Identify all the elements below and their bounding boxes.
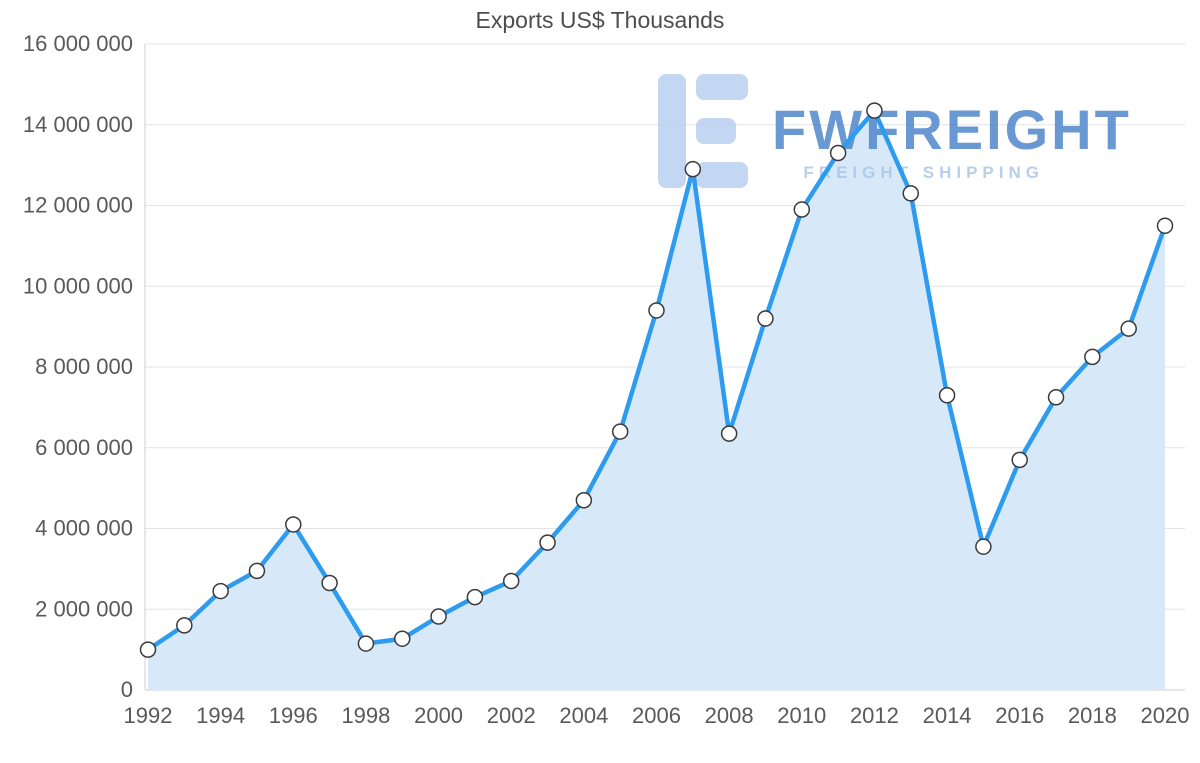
data-point	[866, 102, 883, 119]
data-point	[757, 310, 774, 327]
y-axis-tick-label: 16 000 000	[23, 31, 133, 56]
data-point	[502, 572, 520, 590]
y-axis-tick-label: 8 000 000	[35, 354, 133, 379]
watermark-brand-text: FWFREIGHT	[772, 98, 1132, 161]
data-point	[938, 387, 956, 404]
data-point	[793, 201, 811, 218]
x-axis-labels: 1992 1994 1996 1998 2000 2002 2004 2006 2008 2010…	[124, 703, 1190, 728]
x-axis-tick-label: 2002	[487, 703, 536, 728]
x-axis-tick-label: 2014	[923, 703, 972, 728]
x-axis-tick-label: 1994	[196, 703, 245, 728]
x-axis-tick-label: 2010	[777, 703, 826, 728]
data-point	[611, 423, 629, 440]
x-axis-tick-label: 2006	[632, 703, 681, 728]
data-point	[829, 144, 847, 162]
x-axis-tick-label: 2008	[705, 703, 754, 728]
data-point	[139, 641, 157, 658]
chart-title: Exports US$ Thousands	[475, 7, 725, 33]
y-axis-tick-label: 12 000 000	[23, 193, 133, 218]
watermark: FWFREIGHT FREIGHT SHIPPING	[658, 74, 1132, 188]
data-point	[321, 574, 338, 592]
data-point	[176, 617, 193, 634]
y-axis-tick-label: 4 000 000	[35, 516, 133, 541]
data-point	[1047, 389, 1065, 406]
data-point	[975, 538, 992, 555]
data-point	[466, 588, 484, 606]
data-point	[1156, 217, 1174, 234]
data-point	[394, 630, 411, 647]
data-point	[539, 534, 556, 551]
data-point	[1084, 348, 1101, 366]
y-axis-tick-label: 10 000 000	[23, 273, 133, 298]
y-axis-labels: 0 2 000 000 4 000 000 6 000 000 8 000 000 10 …	[23, 31, 133, 702]
watermark-tagline-text: FREIGHT SHIPPING	[803, 163, 1044, 182]
y-axis-tick-label: 14 000 000	[23, 112, 133, 137]
data-point	[575, 491, 593, 509]
x-axis-tick-label: 2020	[1141, 703, 1190, 728]
x-axis-tick-label: 2012	[850, 703, 899, 728]
data-point	[212, 582, 229, 600]
fwfreight-logo-icon	[658, 74, 748, 188]
x-axis-tick-label: 2016	[995, 703, 1044, 728]
data-point	[430, 608, 447, 625]
data-point	[720, 425, 738, 442]
x-axis-tick-label: 1992	[124, 703, 173, 728]
data-point	[684, 160, 702, 178]
x-axis-tick-label: 1996	[269, 703, 318, 728]
data-point	[902, 185, 919, 202]
data-point	[1011, 451, 1028, 469]
data-points	[139, 102, 1174, 658]
x-axis-tick-label: 2000	[414, 703, 463, 728]
data-point	[285, 516, 302, 533]
x-axis-tick-label: 2018	[1068, 703, 1117, 728]
area-fill	[148, 110, 1165, 690]
x-axis-tick-label: 1998	[341, 703, 390, 728]
data-point	[248, 562, 266, 580]
y-axis-tick-label: 2 000 000	[35, 596, 133, 621]
data-point	[357, 635, 375, 652]
data-point	[648, 302, 665, 319]
data-point	[1120, 320, 1137, 337]
y-axis-tick-label: 6 000 000	[35, 435, 133, 460]
x-axis-tick-label: 2004	[559, 703, 608, 728]
y-axis-tick-label: 0	[121, 677, 133, 702]
